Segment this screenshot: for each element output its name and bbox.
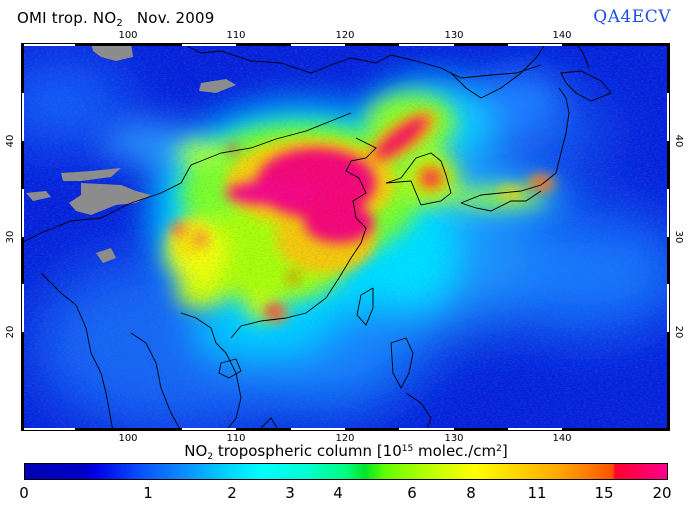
lon-tick-top: 140 xyxy=(552,30,572,41)
map-title: OMI trop. NO2 Nov. 2009 xyxy=(17,9,215,29)
label-text: NO xyxy=(184,442,208,460)
colorbar-tick: 3 xyxy=(285,484,295,502)
lon-tick-bottom: 130 xyxy=(444,433,464,444)
lon-tick-bottom: 110 xyxy=(226,433,246,444)
colorbar-tick: 1 xyxy=(143,484,153,502)
lon-tick-top: 110 xyxy=(226,30,246,41)
label-superscript: 15 xyxy=(401,444,414,454)
colorbar-label: NO2 tropospheric column [1015 molec./cm2… xyxy=(0,442,692,462)
colorbar-tick: 8 xyxy=(466,484,476,502)
lat-tick-left: 40 xyxy=(4,134,16,148)
lat-tick-left: 30 xyxy=(4,230,16,244)
no2-map xyxy=(21,43,670,431)
title-date: Nov. 2009 xyxy=(136,9,215,27)
lat-tick-left: 20 xyxy=(4,325,16,339)
colorbar-tick: 0 xyxy=(19,484,29,502)
colorbar-tick: 4 xyxy=(333,484,343,502)
lon-tick-bottom: 120 xyxy=(335,433,355,444)
title-text: OMI trop. NO xyxy=(17,9,117,27)
colorbar-tick: 2 xyxy=(227,484,237,502)
lon-tick-bottom: 100 xyxy=(118,433,138,444)
label-superscript: 2 xyxy=(496,444,502,454)
lon-tick-bottom: 140 xyxy=(552,433,572,444)
colorbar-tick: 15 xyxy=(594,484,614,502)
label-text: tropospheric column [10 xyxy=(213,442,402,460)
label-text: ] xyxy=(501,442,508,460)
colorbar-tick: 20 xyxy=(652,484,672,502)
colorbar xyxy=(24,463,668,480)
brand-label: QA4ECV xyxy=(593,7,671,27)
colorbar-tick: 6 xyxy=(407,484,417,502)
lat-tick-right: 20 xyxy=(672,325,684,339)
lon-tick-top: 100 xyxy=(118,30,138,41)
label-subscript: 2 xyxy=(207,452,214,462)
lon-tick-top: 120 xyxy=(335,30,355,41)
label-text: molec./cm xyxy=(413,442,497,460)
colorbar-tick: 11 xyxy=(527,484,547,502)
lon-tick-top: 130 xyxy=(444,30,464,41)
title-subscript: 2 xyxy=(116,18,123,29)
lat-tick-right: 30 xyxy=(672,230,684,244)
lat-tick-right: 40 xyxy=(672,134,684,148)
